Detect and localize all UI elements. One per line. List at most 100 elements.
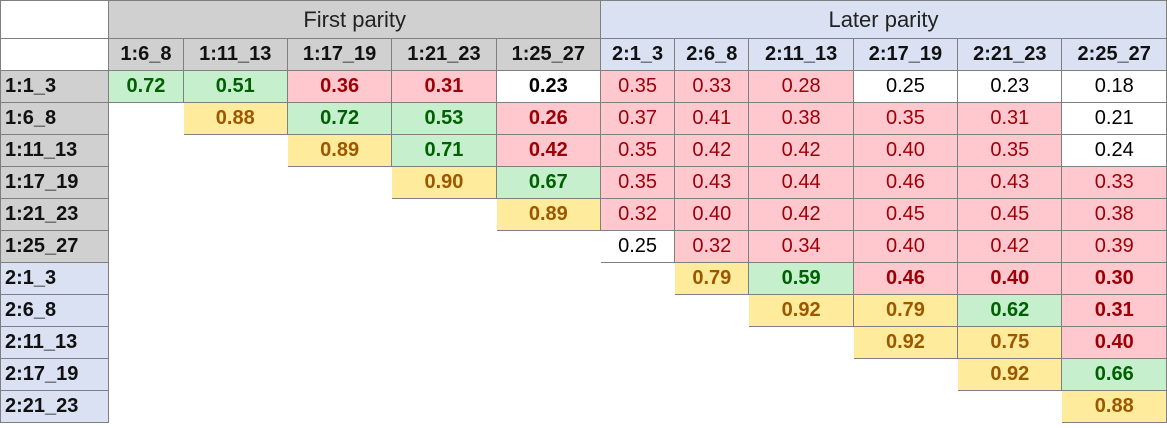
empty-cell — [287, 198, 392, 231]
value-cell: 0.42 — [957, 230, 1063, 263]
value-cell: 0.79 — [852, 294, 959, 327]
column-header: 1:17_19 — [286, 38, 393, 71]
row-header: 2:17_19 — [0, 358, 110, 391]
value-cell: 0.25 — [852, 70, 959, 103]
value-cell: 0.23 — [957, 70, 1063, 103]
row-header: 1:6_8 — [0, 102, 110, 135]
value-cell: 0.33 — [1061, 166, 1167, 199]
empty-cell — [108, 294, 184, 327]
table-row: 1:11_13 0.89 0.71 0.42 0.35 0.42 0.42 0.40 0.35 0… — [0, 134, 1167, 167]
empty-cell — [183, 358, 288, 391]
empty-cell — [183, 198, 288, 231]
empty-cell — [108, 262, 184, 295]
value-cell: 0.72 — [286, 102, 393, 135]
column-header: 1:11_13 — [182, 38, 288, 71]
empty-cell — [391, 294, 497, 327]
value-cell: 0.40 — [852, 230, 959, 263]
value-cell: 0.46 — [852, 262, 959, 295]
column-header: 1:21_23 — [391, 38, 497, 71]
empty-cell — [287, 326, 392, 359]
row-header: 1:1_3 — [0, 70, 110, 103]
value-cell: 0.92 — [748, 294, 854, 327]
empty-cell — [600, 326, 675, 359]
empty-cell — [183, 390, 288, 423]
value-cell: 0.45 — [852, 198, 959, 231]
empty-cell — [496, 262, 601, 295]
value-cell: 0.46 — [852, 166, 959, 199]
row-header: 2:11_13 — [0, 326, 110, 359]
value-cell: 0.34 — [748, 230, 854, 263]
column-header: 1:25_27 — [495, 38, 601, 71]
value-cell: 0.71 — [391, 134, 497, 167]
empty-cell — [287, 294, 392, 327]
column-header: 2:11_13 — [748, 38, 854, 71]
column-header: 2:6_8 — [674, 38, 750, 71]
value-cell: 0.30 — [1061, 262, 1167, 295]
matrix-body: 1:1_3 0.72 0.51 0.36 0.31 0.23 0.35 0.33 0.28 0.2… — [0, 70, 1167, 423]
row-header: 1:11_13 — [0, 134, 110, 167]
table-row: 1:1_3 0.72 0.51 0.36 0.31 0.23 0.35 0.33 0.28 0.2… — [0, 70, 1167, 103]
empty-cell — [674, 326, 749, 359]
value-cell: 0.38 — [1061, 198, 1167, 231]
value-cell: 0.40 — [1061, 326, 1167, 359]
empty-cell — [183, 230, 288, 263]
empty-cell — [287, 262, 392, 295]
empty-cell — [391, 198, 497, 231]
empty-cell — [674, 294, 749, 327]
empty-cell — [391, 326, 497, 359]
table-row: 1:17_19 0.90 0.67 0.35 0.43 0.44 0.46 0.43 0.33 — [0, 166, 1167, 199]
empty-cell — [391, 230, 497, 263]
column-header: 2:17_19 — [852, 38, 959, 71]
empty-cell — [674, 358, 749, 391]
row-header: 1:25_27 — [0, 230, 110, 263]
empty-cell — [600, 390, 675, 423]
value-cell: 0.21 — [1061, 102, 1167, 135]
value-cell: 0.88 — [1061, 390, 1167, 423]
value-cell: 0.53 — [391, 102, 497, 135]
value-cell: 0.32 — [599, 198, 676, 231]
empty-cell — [183, 166, 288, 199]
column-header: 2:21_23 — [957, 38, 1063, 71]
empty-cell — [108, 166, 184, 199]
table-row: 1:21_23 0.89 0.32 0.40 0.42 0.45 0.45 0.38 — [0, 198, 1167, 231]
value-cell: 0.35 — [957, 134, 1063, 167]
empty-cell — [391, 390, 497, 423]
value-cell: 0.62 — [957, 294, 1063, 327]
empty-cell — [496, 358, 601, 391]
value-cell: 0.43 — [674, 166, 750, 199]
value-cell: 0.43 — [957, 166, 1063, 199]
empty-cell — [287, 166, 392, 199]
value-cell: 0.32 — [674, 230, 750, 263]
value-cell: 0.42 — [495, 134, 601, 167]
empty-cell — [287, 358, 392, 391]
group-header-first-parity: First parity — [108, 0, 601, 39]
value-cell: 0.40 — [852, 134, 959, 167]
corner-cell — [0, 38, 110, 71]
value-cell: 0.45 — [957, 198, 1063, 231]
column-header: 2:25_27 — [1061, 38, 1167, 71]
value-cell: 0.28 — [748, 70, 854, 103]
empty-cell — [600, 358, 675, 391]
value-cell: 0.92 — [852, 326, 959, 359]
value-cell: 0.67 — [495, 166, 601, 199]
value-cell: 0.36 — [286, 70, 393, 103]
value-cell: 0.40 — [674, 198, 750, 231]
value-cell: 0.75 — [957, 326, 1063, 359]
empty-cell — [391, 262, 497, 295]
value-cell: 0.44 — [748, 166, 854, 199]
value-cell: 0.89 — [286, 134, 393, 167]
table-row: 2:1_3 0.79 0.59 0.46 0.40 0.30 — [0, 262, 1167, 295]
value-cell: 0.33 — [674, 70, 750, 103]
value-cell: 0.92 — [957, 358, 1063, 391]
empty-cell — [183, 134, 288, 167]
value-cell: 0.25 — [599, 230, 676, 263]
empty-cell — [748, 390, 854, 423]
value-cell: 0.31 — [391, 70, 497, 103]
value-cell: 0.51 — [182, 70, 288, 103]
empty-cell — [287, 230, 392, 263]
empty-cell — [108, 198, 184, 231]
value-cell: 0.42 — [748, 198, 854, 231]
empty-cell — [108, 230, 184, 263]
value-cell: 0.31 — [957, 102, 1063, 135]
